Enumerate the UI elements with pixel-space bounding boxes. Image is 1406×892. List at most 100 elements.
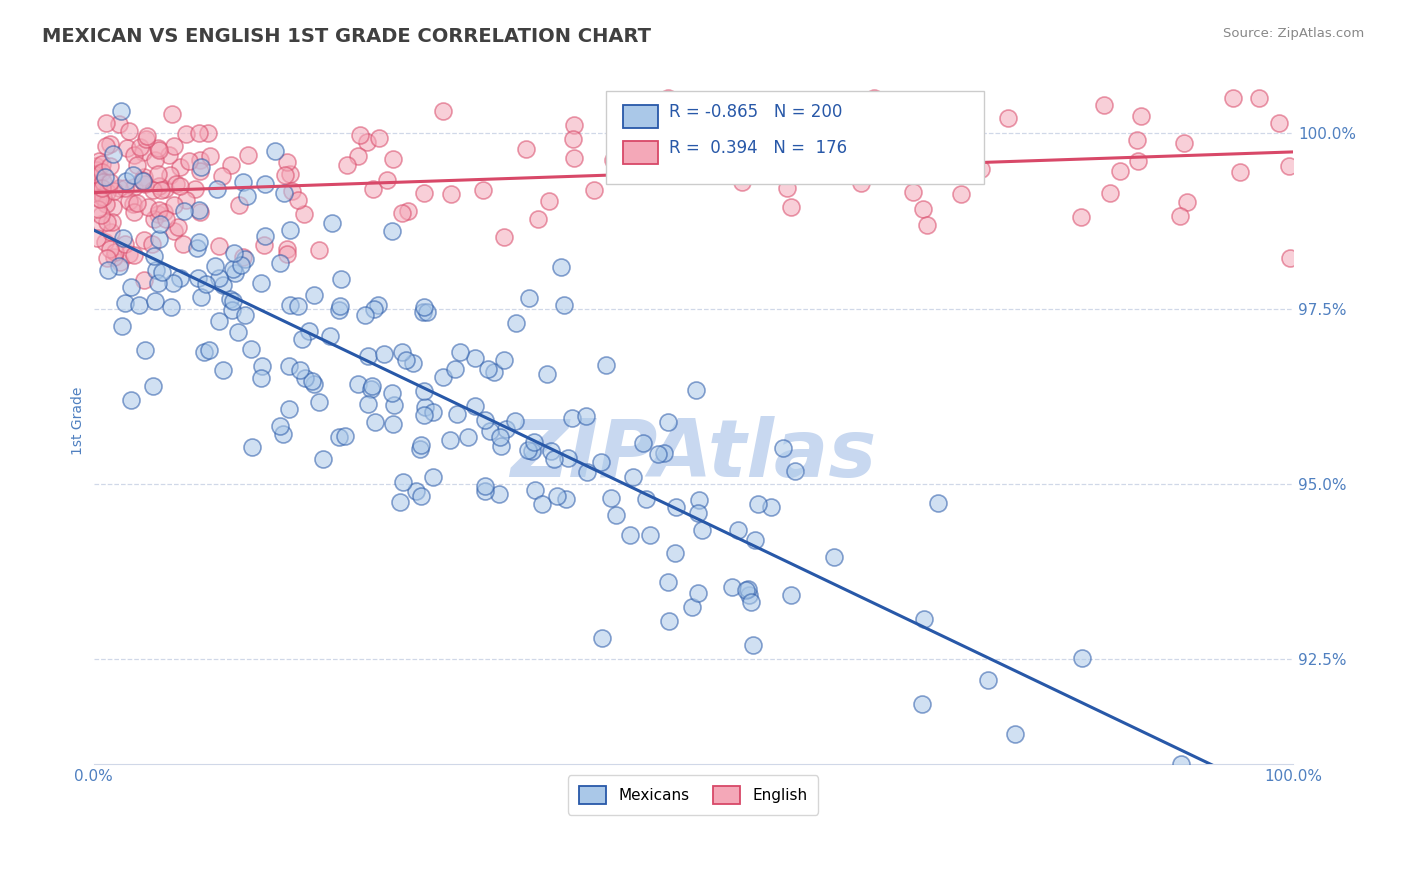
- Point: [280, 223, 302, 237]
- Point: [84, 181, 107, 195]
- Point: [263, 144, 285, 158]
- Point: [785, 463, 807, 477]
- Point: [87, 202, 110, 216]
- Point: [129, 140, 152, 154]
- Point: [294, 370, 316, 384]
- Point: [375, 173, 398, 187]
- Point: [727, 523, 749, 537]
- Point: [440, 186, 463, 201]
- Point: [741, 638, 763, 652]
- Point: [273, 186, 295, 200]
- Point: [172, 236, 194, 251]
- Point: [321, 216, 343, 230]
- Point: [464, 399, 486, 413]
- Point: [159, 168, 181, 182]
- Point: [457, 429, 479, 443]
- Point: [449, 345, 471, 359]
- Point: [686, 506, 709, 520]
- Point: [367, 298, 389, 312]
- Point: [381, 224, 404, 238]
- Point: [298, 325, 321, 339]
- Point: [1108, 164, 1130, 178]
- Point: [84, 184, 107, 198]
- Point: [194, 277, 217, 291]
- Point: [107, 117, 129, 131]
- Point: [599, 491, 621, 506]
- Point: [136, 200, 159, 214]
- Point: [1092, 98, 1115, 112]
- Point: [122, 247, 145, 261]
- Point: [1004, 727, 1026, 741]
- Point: [132, 233, 155, 247]
- Point: [187, 202, 209, 217]
- Point: [211, 363, 233, 377]
- Point: [107, 259, 129, 273]
- Point: [329, 299, 352, 313]
- Point: [329, 272, 352, 286]
- Point: [101, 200, 124, 214]
- Point: [413, 408, 436, 422]
- Point: [221, 261, 243, 276]
- Legend: Mexicans, English: Mexicans, English: [568, 775, 818, 814]
- Point: [118, 124, 141, 138]
- Point: [96, 139, 118, 153]
- Point: [1130, 109, 1153, 123]
- Point: [142, 250, 165, 264]
- Point: [122, 205, 145, 219]
- Point: [686, 586, 709, 600]
- Point: [269, 419, 291, 434]
- Point: [169, 160, 191, 174]
- Point: [373, 346, 395, 360]
- Point: [349, 128, 371, 142]
- Point: [391, 345, 413, 359]
- Point: [131, 174, 153, 188]
- Point: [1070, 210, 1092, 224]
- Point: [657, 574, 679, 589]
- Point: [149, 217, 172, 231]
- Point: [148, 232, 170, 246]
- Point: [132, 145, 155, 159]
- Point: [146, 141, 169, 155]
- Point: [236, 188, 259, 202]
- Point: [915, 219, 938, 233]
- Point: [1126, 154, 1149, 169]
- Point: [146, 207, 169, 221]
- Point: [413, 186, 436, 201]
- Point: [90, 208, 112, 222]
- Point: [173, 204, 195, 219]
- Point: [505, 316, 527, 330]
- Point: [494, 353, 516, 368]
- Point: [912, 612, 935, 626]
- Point: [665, 500, 688, 515]
- Point: [287, 194, 309, 208]
- Point: [319, 328, 342, 343]
- Point: [1175, 194, 1198, 209]
- Point: [396, 203, 419, 218]
- Point: [89, 192, 111, 206]
- Point: [1173, 136, 1195, 151]
- Point: [114, 181, 136, 195]
- Point: [477, 362, 499, 376]
- Point: [278, 298, 301, 312]
- Point: [561, 132, 583, 146]
- Point: [148, 276, 170, 290]
- FancyBboxPatch shape: [623, 141, 658, 164]
- Point: [464, 351, 486, 365]
- Point: [143, 153, 166, 168]
- Point: [103, 147, 125, 161]
- Point: [491, 440, 513, 454]
- Point: [232, 250, 254, 264]
- Point: [127, 157, 149, 171]
- Point: [849, 176, 872, 190]
- Point: [658, 614, 681, 628]
- Point: [346, 149, 368, 163]
- Point: [141, 236, 163, 251]
- Point: [380, 385, 402, 400]
- Point: [479, 424, 502, 438]
- Point: [204, 259, 226, 273]
- Point: [657, 91, 679, 105]
- Point: [193, 345, 215, 359]
- Point: [422, 405, 444, 419]
- Point: [432, 104, 454, 119]
- Point: [290, 362, 312, 376]
